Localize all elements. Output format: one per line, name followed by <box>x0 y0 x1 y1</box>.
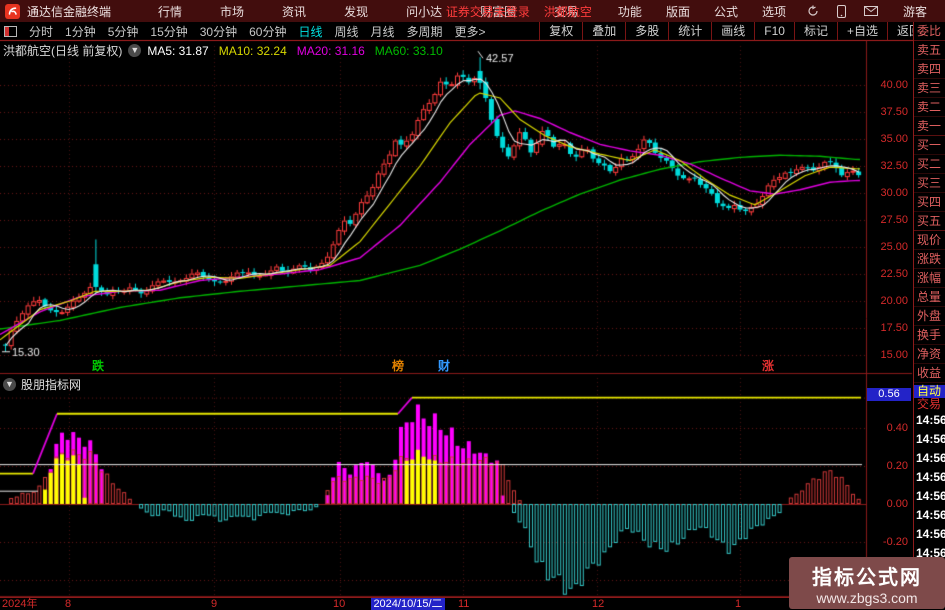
price-axis-label: 27.50 <box>880 214 908 226</box>
quote-row-label: 总量 <box>914 288 945 307</box>
time-axis-label: 8 <box>65 598 72 610</box>
quote-row-label: 卖二 <box>914 98 945 117</box>
watermark-url: www.zbgs3.com <box>816 589 918 606</box>
ma-value-label: MA20: 31.16 <box>296 43 365 58</box>
quote-row-label: 买一 <box>914 136 945 155</box>
price-axis-label: 17.50 <box>880 322 908 334</box>
chevron-down-icon[interactable]: ▼ <box>128 44 142 57</box>
chart-title: 洪都航空(日线 前复权) <box>3 44 123 58</box>
chevron-down-icon[interactable]: ▼ <box>3 378 16 391</box>
chart-marker: 财 <box>438 359 451 373</box>
chart-marker: 跌 <box>92 359 105 373</box>
chart-marker: 榜 <box>392 359 405 373</box>
tick-time: 14:56 <box>916 451 945 465</box>
time-axis: 2024/10/15/二 2024年 8 9 10 11 12 1 <box>0 597 913 610</box>
quote-row-label: 卖五 <box>914 41 945 60</box>
quote-row-label: 买二 <box>914 155 945 174</box>
quote-row-label: 涨幅 <box>914 269 945 288</box>
time-axis-label: 2024年 <box>2 598 38 610</box>
quote-row-label: 买三 <box>914 174 945 193</box>
price-axis-label: 37.50 <box>880 106 908 118</box>
chart-header: 洪都航空(日线 前复权) ▼ MA5: 31.87 MA10: 32.24 MA20… <box>3 42 443 59</box>
time-axis-label: 11 <box>458 598 470 610</box>
price-axis-label: 22.50 <box>880 268 908 280</box>
quote-row-label: 买四 <box>914 193 945 212</box>
indicator-header[interactable]: ▼ 股朋指标网 <box>3 376 81 393</box>
quote-sidebar: 委比 卖五 卖四 卖三 卖二 卖一 买一 买二 买三 买四 买五 现价 涨跌 涨幅 总量 外盘 换手 净资 收益 自… <box>913 22 945 609</box>
indicator-name: 股朋指标网 <box>21 378 82 392</box>
ma-value-label: MA60: 33.10 <box>374 43 443 58</box>
quote-row-label: 卖三 <box>914 79 945 98</box>
tick-time: 14:56 <box>916 413 945 427</box>
tick-time: 14:56 <box>916 489 945 503</box>
time-axis-label: 10 <box>333 598 346 610</box>
ma-value-label: MA5: 31.87 <box>147 43 209 58</box>
indicator-value-box: 0.56 <box>867 388 911 401</box>
quote-row-label: 收益 <box>914 364 945 383</box>
quote-row-label: 外盘 <box>914 307 945 326</box>
price-axis-label: 30.00 <box>880 187 908 199</box>
quote-row-label: 买五 <box>914 212 945 231</box>
price-axis-label: 15.00 <box>880 349 908 361</box>
tick-time: 14:56 <box>916 527 945 541</box>
ma-legend: MA5: 31.87 MA10: 32.24 MA20: 31.16 MA60: 33… <box>147 44 443 58</box>
tick-time: 14:56 <box>916 470 945 484</box>
time-axis-label: 1 <box>735 598 742 610</box>
indicator-axis-label: 0.20 <box>886 460 908 472</box>
quote-row-label: 涨跌 <box>914 250 945 269</box>
crosshair-date-box: 2024/10/15/二 <box>371 598 445 610</box>
chart-marker: 涨 <box>762 359 775 373</box>
time-axis-label: 12 <box>592 598 605 610</box>
indicator-axis-label: 0.40 <box>886 422 908 434</box>
tick-time: 14:56 <box>916 546 945 560</box>
tick-time: 14:56 <box>916 508 945 522</box>
quote-row-label: 换手 <box>914 326 945 345</box>
trade-tab[interactable]: 交易 <box>917 397 942 411</box>
quote-row-label: 卖一 <box>914 117 945 136</box>
price-axis-label: 35.00 <box>880 133 908 145</box>
watermark-title: 指标公式网 <box>812 566 922 589</box>
auto-trade-tab[interactable]: 自动 <box>914 385 945 398</box>
quote-row-label: 卖四 <box>914 60 945 79</box>
quote-row-label: 现价 <box>914 231 945 250</box>
price-axis-label: 25.00 <box>880 241 908 253</box>
indicator-axis-label: 0.00 <box>886 498 908 510</box>
price-axis-label: 40.00 <box>880 79 908 91</box>
tick-time: 14:56 <box>916 432 945 446</box>
price-axis-label: 32.50 <box>880 160 908 172</box>
ma-value-label: MA10: 32.24 <box>218 43 287 58</box>
watermark: 指标公式网 www.zbgs3.com <box>789 557 945 609</box>
price-axis-label: 20.00 <box>880 295 908 307</box>
time-axis-label: 9 <box>211 598 218 610</box>
indicator-axis-label: -0.20 <box>882 536 908 548</box>
quote-row-label: 委比 <box>914 22 945 41</box>
quote-row-label: 净资 <box>914 345 945 364</box>
